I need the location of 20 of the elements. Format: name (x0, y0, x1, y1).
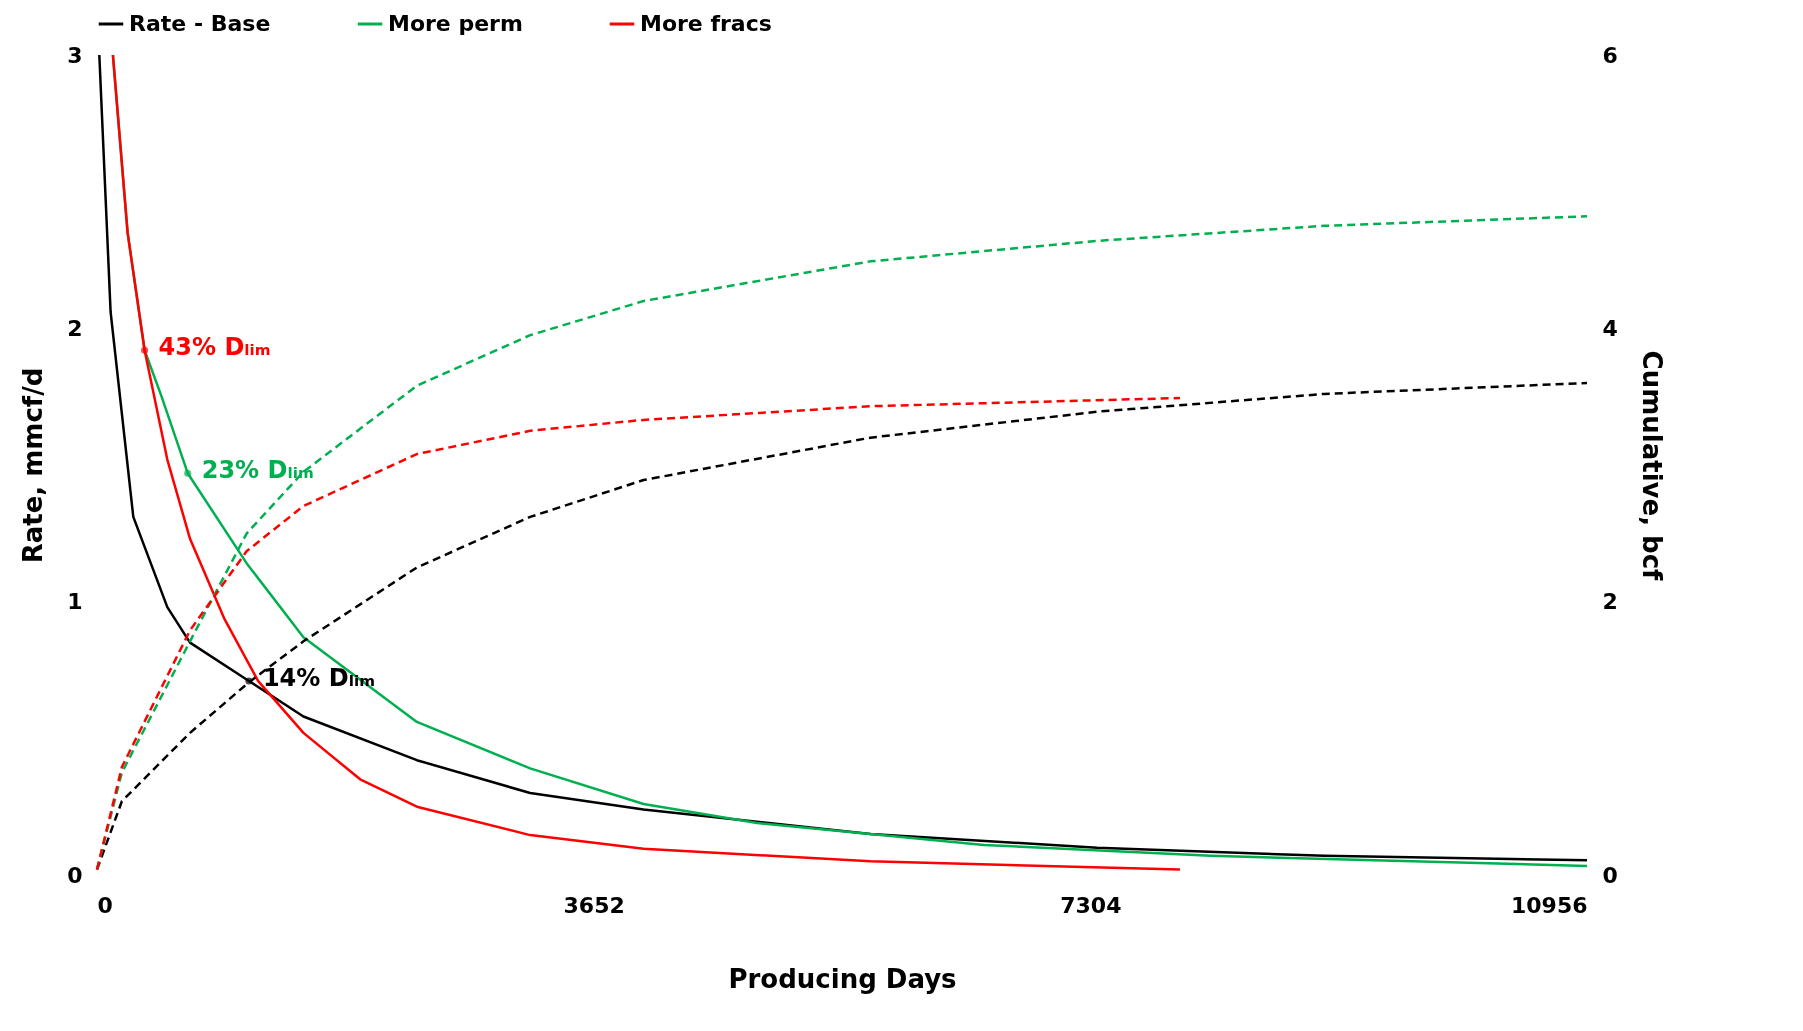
x-tick-label: 0 (97, 892, 113, 918)
y2-axis-title: Cumulative, bcf (1636, 350, 1667, 582)
legend-label: More fracs (640, 11, 772, 36)
legend-label: Rate - Base (129, 11, 271, 36)
annotation: 23% Dₗᵢₘ (201, 456, 314, 485)
y-tick-label: 0 (67, 862, 83, 888)
y-tick-label: 1 (67, 589, 83, 615)
y-axis-title: Rate, mmcf/d (18, 367, 49, 564)
x-axis-title: Producing Days (728, 963, 957, 994)
annotation: 43% Dₗᵢₘ (158, 333, 271, 362)
legend-label: More perm (388, 11, 523, 36)
x-tick-label: 7304 (1060, 892, 1122, 918)
y-tick-label: 3 (67, 42, 83, 68)
y-tick-label: 2 (67, 315, 83, 341)
y2-tick-label: 0 (1602, 862, 1618, 888)
y2-tick-label: 2 (1602, 589, 1618, 615)
y2-tick-label: 4 (1602, 315, 1618, 341)
x-tick-label: 10956 (1510, 892, 1588, 918)
y2-tick-label: 6 (1602, 42, 1618, 68)
x-tick-label: 3652 (563, 892, 625, 918)
